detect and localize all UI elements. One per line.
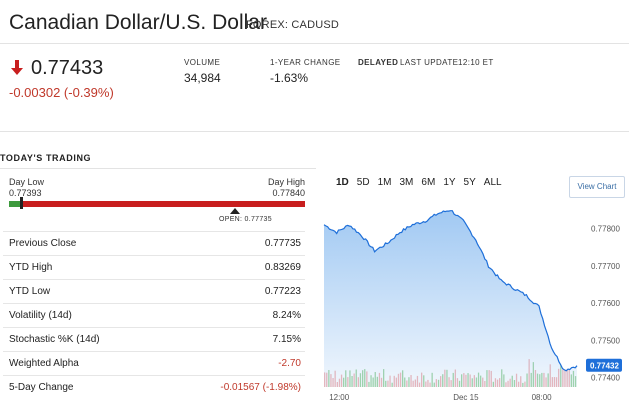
y-tick-label: 0.77700 bbox=[591, 262, 620, 271]
stats-value: -2.70 bbox=[161, 351, 305, 376]
y-tick-label: 0.77400 bbox=[591, 374, 620, 383]
current-price-marker bbox=[20, 197, 23, 209]
stats-row: YTD Low 0.77223 bbox=[3, 279, 305, 304]
stats-label: YTD High bbox=[3, 255, 162, 280]
section-title-todays-trading: TODAY'S TRADING bbox=[0, 153, 92, 163]
range-selector: 1D 5D 1M 3M 6M 1Y 5Y ALL bbox=[336, 177, 510, 188]
x-tick-label: 12:00 bbox=[329, 393, 350, 402]
price-line bbox=[323, 210, 578, 372]
range-button-all[interactable]: ALL bbox=[483, 177, 502, 188]
stats-label: Volatility (14d) bbox=[3, 303, 162, 328]
stats-row: Volatility (14d) 8.24% bbox=[3, 303, 305, 328]
stats-value: 0.83269 bbox=[161, 255, 305, 280]
range-button-5y[interactable]: 5Y bbox=[463, 177, 476, 188]
range-button-1m[interactable]: 1M bbox=[377, 177, 392, 188]
open-marker-icon bbox=[230, 208, 240, 214]
stats-value: -0.01567 (-1.98%) bbox=[161, 375, 305, 399]
stats-label: YTD Low bbox=[3, 279, 162, 304]
range-button-5d[interactable]: 5D bbox=[356, 177, 370, 188]
delayed-badge: DELAYED bbox=[358, 58, 399, 67]
down-arrow-icon bbox=[11, 60, 23, 75]
page-title: Canadian Dollar/U.S. Dollar bbox=[9, 11, 267, 34]
stats-label: Weighted Alpha bbox=[3, 351, 162, 376]
day-high-value: 0.77840 bbox=[272, 188, 305, 198]
range-button-6m[interactable]: 6M bbox=[421, 177, 436, 188]
y-tick-label: 0.77600 bbox=[591, 299, 620, 308]
x-tick-label: 08:00 bbox=[532, 393, 553, 402]
y-tick-label: 0.77800 bbox=[591, 225, 620, 234]
y-axis-ticks: 0.77800 0.77700 0.77600 0.77500 0.77400 bbox=[591, 225, 620, 383]
quote-divider bbox=[0, 131, 629, 132]
day-high-label: Day High bbox=[267, 177, 305, 187]
stats-label: 5-Day Change bbox=[3, 375, 162, 399]
year-change-label: 1-YEAR CHANGE bbox=[270, 58, 341, 67]
last-update-time: 12:10 ET bbox=[458, 58, 494, 67]
stats-table: Previous Close 0.77735 YTD High 0.83269 YTD … bbox=[3, 231, 305, 399]
last-update-label: LAST UPDATE bbox=[400, 58, 459, 67]
symbol-label: FOREX: CADUSD bbox=[246, 19, 340, 31]
range-button-1d[interactable]: 1D bbox=[336, 177, 349, 188]
x-tick-label: Dec 15 bbox=[453, 393, 479, 402]
day-range-bar bbox=[9, 201, 305, 207]
header-divider bbox=[0, 43, 629, 44]
price-chart[interactable]: 0.77800 0.77700 0.77600 0.77500 0.77400 12:0… bbox=[322, 200, 629, 403]
range-button-3m[interactable]: 3M bbox=[399, 177, 414, 188]
volume-label: VOLUME bbox=[184, 58, 221, 67]
stats-row: 5-Day Change -0.01567 (-1.98%) bbox=[3, 375, 305, 399]
year-change-value: -1.63% bbox=[270, 71, 309, 85]
stats-value: 0.77735 bbox=[161, 231, 305, 256]
x-axis-ticks: 12:00 Dec 15 08:00 bbox=[329, 393, 552, 402]
volume-value: 34,984 bbox=[184, 71, 221, 85]
last-price-tag-bg bbox=[586, 358, 622, 372]
price-change: -0.00302 (-0.39%) bbox=[9, 85, 114, 100]
stats-value: 0.77223 bbox=[161, 279, 305, 304]
day-range-bar-gain bbox=[9, 201, 21, 207]
stats-label: Stochastic %K (14d) bbox=[3, 327, 162, 352]
stats-row: Stochastic %K (14d) 7.15% bbox=[3, 327, 305, 352]
stats-value: 7.15% bbox=[161, 327, 305, 352]
last-price-tag-label: 0.77432 bbox=[590, 362, 619, 371]
stats-value: 8.24% bbox=[161, 303, 305, 328]
stats-label: Previous Close bbox=[3, 231, 162, 256]
price-area bbox=[324, 210, 577, 387]
day-low-label: Day Low bbox=[9, 177, 45, 187]
stats-row: Previous Close 0.77735 bbox=[3, 231, 305, 256]
section-divider bbox=[0, 168, 316, 169]
stats-row: YTD High 0.83269 bbox=[3, 255, 305, 280]
stats-row: Weighted Alpha -2.70 bbox=[3, 351, 305, 376]
view-chart-button[interactable]: View Chart bbox=[569, 176, 625, 198]
last-price: 0.77433 bbox=[31, 57, 104, 79]
day-low-value: 0.77393 bbox=[9, 188, 42, 198]
range-button-1y[interactable]: 1Y bbox=[443, 177, 456, 188]
open-price-label: OPEN: 0.77735 bbox=[219, 216, 272, 223]
y-tick-label: 0.77500 bbox=[591, 336, 620, 345]
last-price-tag: 0.77432 bbox=[586, 358, 622, 372]
